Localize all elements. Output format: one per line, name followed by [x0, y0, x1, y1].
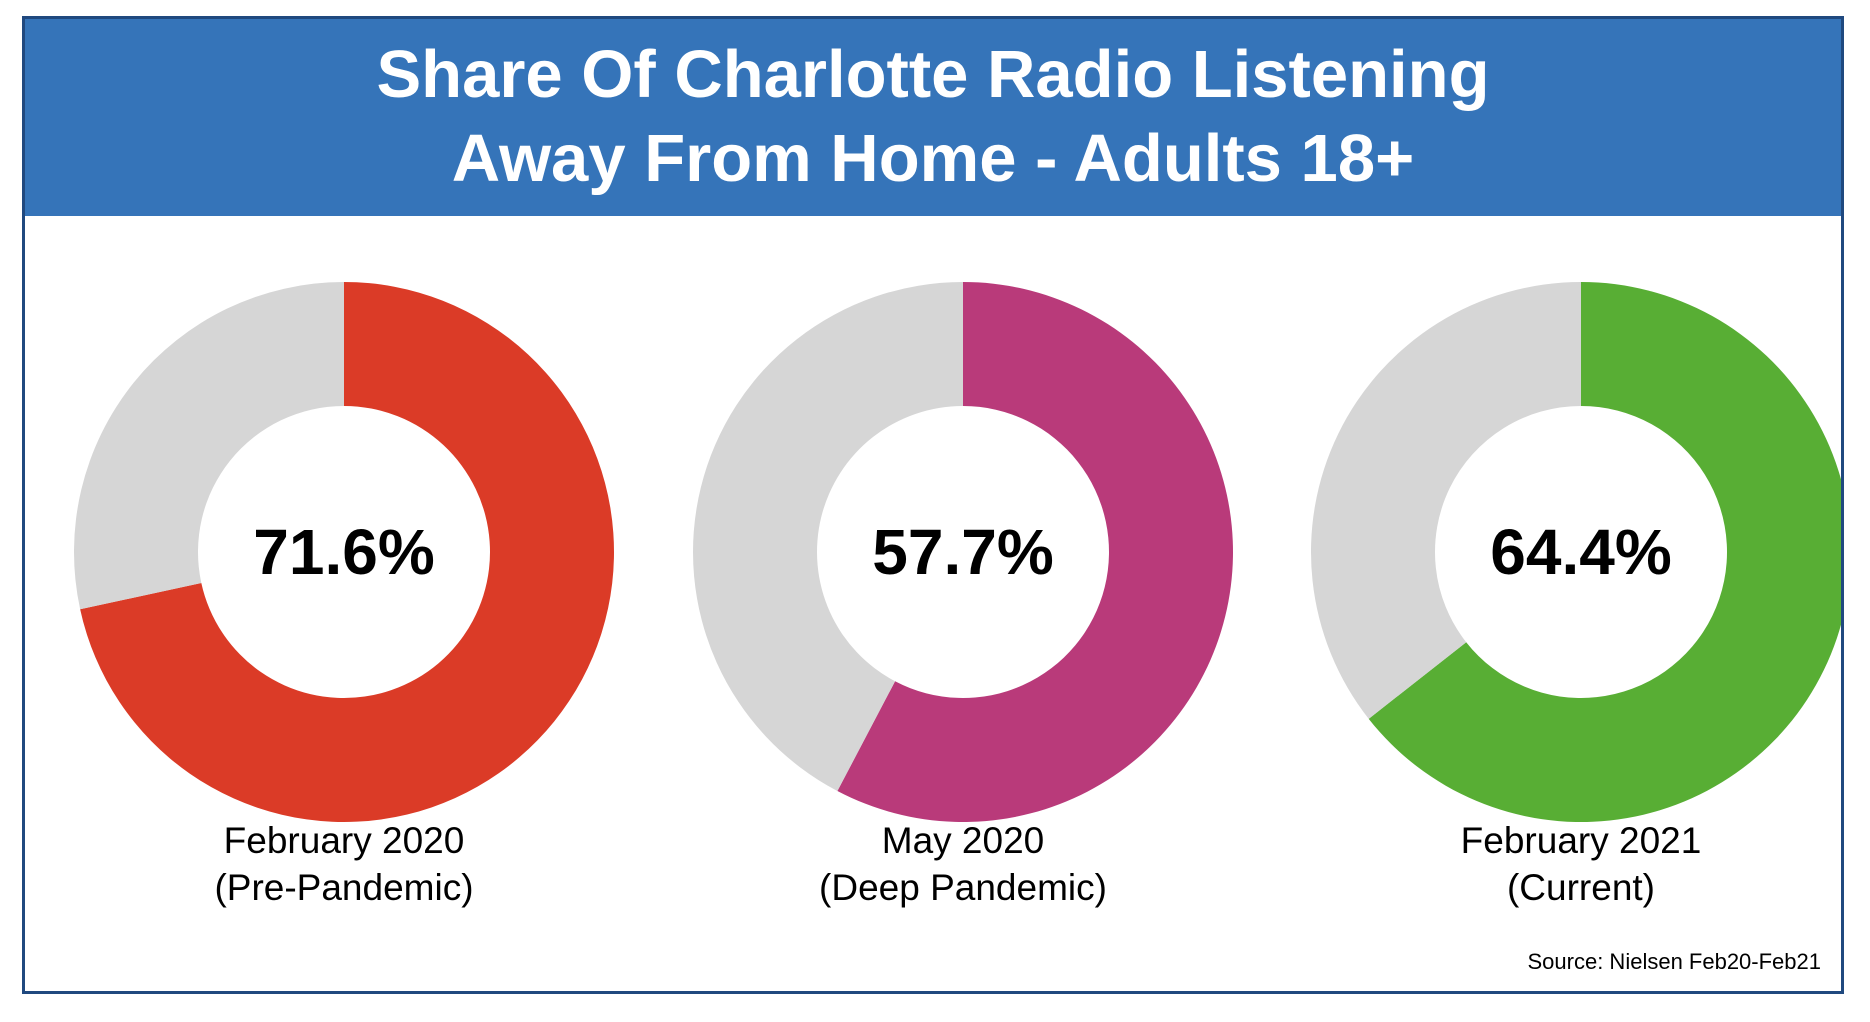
donut-label-2: May 2020 (Deep Pandemic) — [713, 817, 1213, 911]
donut-3-value-slice — [1368, 282, 1841, 822]
donut-label-3-line-2: (Current) — [1506, 867, 1656, 908]
donut-label-1-line-2: (Pre-Pandemic) — [214, 867, 474, 908]
source-note: Source: Nielsen Feb20-Feb21 — [1527, 949, 1822, 974]
donut-label-2-line-2: (Deep Pandemic) — [819, 867, 1107, 908]
donut-label-2-line-1: May 2020 — [881, 820, 1045, 861]
donut-1-remainder-slice — [74, 282, 344, 610]
donut-label-3-line-1: February 2021 — [1460, 820, 1702, 861]
donut-1-value-label: 71.6% — [253, 516, 434, 588]
donut-label-3: February 2021 (Current) — [1331, 817, 1831, 911]
donut-2-value-label: 57.7% — [872, 516, 1053, 588]
donut-label-1: February 2020 (Pre-Pandemic) — [94, 817, 594, 911]
donut-1-value-slice — [80, 282, 615, 822]
chart-title-line-2: Away From Home - Adults 18+ — [451, 121, 1415, 196]
donut-charts: 71.6% 57.7% 64.4% — [74, 282, 1841, 823]
donut-label-1-line-1: February 2020 — [223, 820, 465, 861]
chart-title-line-1: Share Of Charlotte Radio Listening — [376, 37, 1490, 112]
donut-3-value-label: 64.4% — [1490, 516, 1671, 588]
donut-3-remainder-slice — [1311, 282, 1581, 719]
chart-frame: Share Of Charlotte Radio Listening Away … — [22, 16, 1844, 994]
donut-2-value-slice — [837, 282, 1233, 823]
donut-2-remainder-slice — [693, 282, 963, 792]
chart-title-banner: Share Of Charlotte Radio Listening Away … — [25, 19, 1841, 216]
